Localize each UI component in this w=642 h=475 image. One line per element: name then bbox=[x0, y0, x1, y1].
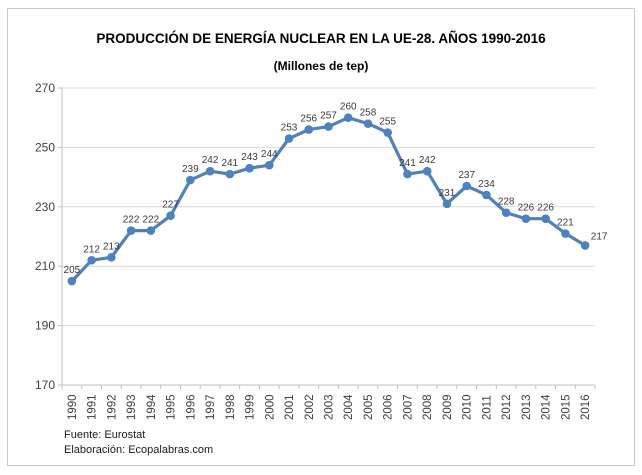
chart-footer: Fuente: Eurostat Elaboración: Ecopalabra… bbox=[64, 428, 213, 458]
data-point bbox=[383, 128, 393, 137]
data-point bbox=[403, 169, 412, 179]
x-axis-label: 1992 bbox=[106, 394, 118, 420]
y-axis-label: 210 bbox=[35, 259, 55, 273]
data-point bbox=[343, 113, 353, 122]
x-axis-label: 2011 bbox=[481, 395, 493, 420]
data-label: 212 bbox=[83, 244, 100, 255]
chart-frame bbox=[7, 8, 635, 466]
data-point bbox=[521, 214, 531, 223]
data-label: 255 bbox=[379, 117, 396, 128]
x-axis-label: 1995 bbox=[166, 394, 178, 420]
chart-title: PRODUCCIÓN DE ENERGÍA NUCLEAR EN LA UE-2… bbox=[96, 31, 546, 46]
x-axis-label: 2004 bbox=[343, 394, 355, 420]
data-point bbox=[442, 199, 452, 209]
data-label: 226 bbox=[537, 203, 554, 214]
data-label: 237 bbox=[458, 170, 475, 181]
chart-subtitle: (Millones de tep) bbox=[273, 59, 369, 73]
data-point bbox=[67, 276, 77, 286]
data-point bbox=[107, 252, 116, 262]
y-axis-label: 170 bbox=[35, 378, 55, 392]
x-axis-label: 2015 bbox=[560, 394, 572, 420]
data-label: 221 bbox=[557, 218, 574, 229]
x-axis-label: 1994 bbox=[146, 394, 158, 420]
data-label: 256 bbox=[300, 114, 317, 125]
data-point bbox=[462, 181, 471, 191]
data-point bbox=[87, 255, 96, 265]
x-axis-label: 2005 bbox=[363, 394, 375, 420]
data-label: 226 bbox=[518, 203, 535, 214]
data-point bbox=[126, 226, 136, 235]
data-point bbox=[363, 119, 373, 128]
y-axis-label: 270 bbox=[35, 81, 55, 95]
x-axis-label: 1991 bbox=[87, 394, 99, 420]
data-label: 244 bbox=[261, 149, 278, 160]
data-point bbox=[422, 166, 432, 176]
data-point bbox=[580, 241, 590, 250]
data-point bbox=[482, 190, 491, 200]
data-label: 242 bbox=[202, 155, 219, 166]
x-axis-label: 2012 bbox=[501, 394, 513, 420]
y-axis-label: 190 bbox=[35, 319, 55, 333]
data-label: 228 bbox=[498, 197, 515, 208]
data-point bbox=[264, 160, 274, 170]
x-axis-label: 1996 bbox=[185, 394, 197, 420]
data-point bbox=[501, 208, 511, 218]
x-axis-label: 2001 bbox=[284, 394, 296, 420]
data-label: 243 bbox=[241, 152, 258, 163]
data-point bbox=[205, 166, 215, 176]
data-label: 257 bbox=[320, 111, 337, 122]
data-label: 231 bbox=[439, 188, 456, 199]
x-axis-label: 2014 bbox=[541, 394, 553, 420]
x-axis-label: 2009 bbox=[442, 394, 454, 420]
data-label: 241 bbox=[399, 158, 416, 169]
data-label: 217 bbox=[591, 231, 608, 242]
x-axis-label: 2008 bbox=[422, 394, 434, 420]
data-point bbox=[186, 175, 195, 185]
data-point bbox=[324, 122, 333, 131]
data-label: 239 bbox=[182, 164, 199, 175]
data-label: 213 bbox=[103, 241, 120, 252]
source-text: Fuente: Eurostat bbox=[64, 429, 146, 441]
x-axis-label: 2007 bbox=[402, 394, 414, 420]
x-axis-label: 2010 bbox=[462, 394, 474, 420]
data-label: 227 bbox=[162, 200, 179, 211]
data-point bbox=[284, 134, 294, 143]
data-label: 258 bbox=[360, 108, 377, 119]
x-axis-label: 1993 bbox=[126, 394, 138, 420]
data-label: 205 bbox=[64, 265, 81, 276]
data-label: 242 bbox=[419, 155, 436, 166]
x-axis-label: 1997 bbox=[205, 394, 217, 420]
x-axis-label: 2003 bbox=[324, 394, 336, 420]
y-axis-label: 230 bbox=[35, 200, 55, 214]
data-point bbox=[166, 211, 175, 221]
x-axis-label: 1998 bbox=[225, 394, 237, 420]
data-label: 222 bbox=[123, 215, 140, 226]
x-axis-label: 2013 bbox=[521, 394, 533, 420]
data-point bbox=[561, 229, 570, 238]
data-point bbox=[245, 163, 254, 173]
credit-text: Elaboración: Ecopalabras.com bbox=[64, 444, 214, 456]
x-axis-label: 2006 bbox=[383, 394, 395, 420]
y-axis-label: 250 bbox=[35, 140, 55, 154]
data-label: 253 bbox=[281, 122, 298, 133]
x-axis-label: 1990 bbox=[67, 394, 79, 420]
data-label: 241 bbox=[221, 158, 238, 169]
data-label: 234 bbox=[478, 179, 495, 190]
data-point bbox=[304, 125, 314, 134]
data-label: 222 bbox=[142, 215, 159, 226]
data-point bbox=[541, 214, 550, 223]
data-point bbox=[146, 226, 156, 235]
x-axis-label: 1999 bbox=[245, 394, 257, 420]
x-axis-label: 2002 bbox=[304, 394, 316, 420]
data-label: 260 bbox=[340, 102, 357, 113]
x-axis-label: 2000 bbox=[264, 394, 276, 420]
x-axis-label: 2016 bbox=[580, 394, 592, 420]
data-point bbox=[225, 169, 235, 179]
